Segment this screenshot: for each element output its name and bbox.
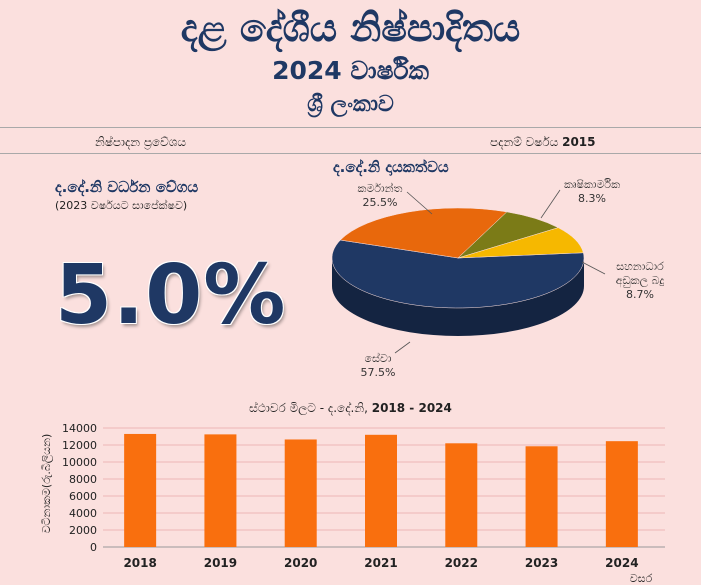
pie-label-line: සේවා — [365, 351, 392, 365]
growth-value: 5.0% — [55, 248, 287, 343]
pie-label-line: සහනාධාර — [616, 260, 664, 273]
x-tick-label: 2022 — [445, 556, 478, 570]
pie-labels: සේවා 57.5% කර්මාන්ත 25.5% කෘෂිකාර්මික 8.3% සහන… — [358, 178, 665, 379]
pie-side-0 — [332, 258, 584, 336]
bar-2024 — [605, 441, 638, 547]
base-year-label: පදනම් වර්ෂය 2015 — [490, 135, 596, 150]
meta-divider — [0, 153, 701, 154]
approach-label: නිෂ්පාදන ප්‍රවේශය — [95, 135, 186, 149]
x-tick-label: 2020 — [284, 556, 317, 570]
bar-2023 — [525, 446, 558, 547]
x-tick-label: 2019 — [204, 556, 237, 570]
y-axis-label: වටිනාකම(රු.බිලියන) — [40, 434, 54, 534]
report-subtitle: 2024 වාර්ෂික — [272, 56, 429, 85]
pie-slice-3 — [457, 227, 584, 259]
y-tick-label: 0 — [90, 541, 97, 554]
pie-leader-1 — [406, 191, 433, 215]
y-tick-label: 4000 — [69, 507, 97, 520]
y-tick-label: 14000 — [62, 422, 97, 435]
pie-slice-0 — [331, 239, 585, 309]
pie-leader-2 — [540, 189, 561, 219]
x-tick-label: 2021 — [364, 556, 397, 570]
y-tick-label: 8000 — [69, 473, 97, 486]
pie-label-0: සේවා 57.5% — [361, 351, 396, 379]
y-tick-label: 6000 — [69, 490, 97, 503]
base-year-text: පදනම් වර්ෂය — [490, 135, 559, 149]
pie-label-3: සහනාධාර අඩුකල බදු 8.7% — [616, 260, 665, 301]
pie-label-line: 8.3% — [578, 192, 606, 205]
pie-slice-1 — [339, 207, 508, 259]
pie-title: ද.දේ.නි දායකත්වය — [333, 158, 449, 176]
x-axis-label: වසර — [630, 572, 653, 585]
growth-subtitle: (2023 වර්ෂයට සාපේක්ෂව) — [55, 199, 188, 212]
pie-label-line: කෘෂිකාර්මික — [564, 178, 620, 191]
x-tick-label: 2024 — [605, 556, 638, 570]
y-tick-label: 12000 — [62, 439, 97, 452]
bar-2022 — [445, 443, 478, 547]
bar-2020 — [284, 439, 317, 547]
pie-label-line: 8.7% — [626, 288, 654, 301]
y-tick-label: 10000 — [62, 456, 97, 469]
pie-chart — [331, 207, 585, 336]
pie-label-line: 57.5% — [361, 366, 396, 379]
bar-2018 — [124, 433, 157, 547]
bar-title-text: ස්ථාවර මිලට - ද.දේ.නි, — [249, 401, 368, 415]
top-divider — [0, 127, 701, 128]
bar-chart: 0 2000 4000 6000 8000 10000 12000 14000 වටිනාකම(… — [40, 422, 665, 585]
country-name: ශ්‍රී ලංකාව — [307, 92, 394, 117]
x-tick-label: 2023 — [525, 556, 558, 570]
page-title: දළ දේශීය නිෂ්පාදිතය — [180, 6, 521, 50]
bar-2019 — [204, 434, 237, 547]
pie-label-line: අඩුකල බදු — [616, 274, 665, 288]
x-tick-label: 2018 — [123, 556, 156, 570]
bar-chart-title: ස්ථාවර මිලට - ද.දේ.නි, 2018 - 2024 — [0, 401, 701, 416]
bar-2021 — [365, 434, 397, 547]
base-year-value: 2015 — [562, 135, 596, 149]
pie-label-1: කර්මාන්ත 25.5% — [358, 181, 403, 209]
pie-leader-0 — [394, 341, 411, 354]
growth-title: ද.දේ.නි වර්ධන වේගය — [55, 178, 199, 196]
pie-leader-3 — [581, 261, 606, 275]
y-tick-label: 2000 — [69, 524, 97, 537]
pie-label-2: කෘෂිකාර්මික 8.3% — [564, 178, 620, 205]
pie-label-line: කර්මාන්ත — [358, 181, 403, 195]
pie-label-line: 25.5% — [363, 196, 398, 209]
bar-title-years: 2018 - 2024 — [371, 401, 452, 415]
